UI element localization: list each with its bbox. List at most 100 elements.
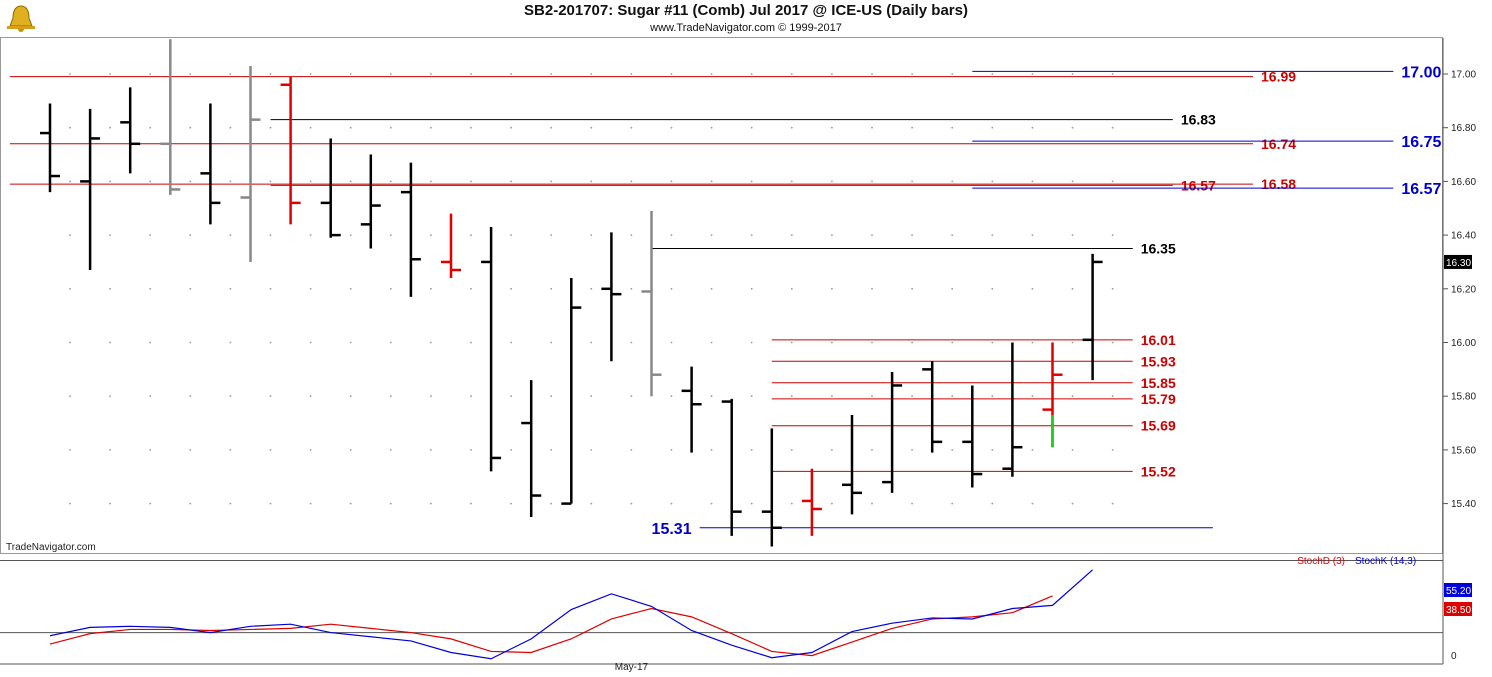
grid-dot — [590, 126, 593, 129]
grid-dot — [790, 449, 793, 451]
grid-dot — [510, 341, 512, 344]
grid-dot — [470, 180, 472, 183]
grid-dot — [550, 180, 553, 183]
grid-dot — [309, 449, 312, 451]
last-price-marker — [1444, 254, 1472, 269]
grid-dot — [1071, 73, 1074, 75]
grid-dot — [470, 449, 472, 451]
grid-dot — [871, 73, 873, 75]
grid-dot — [1071, 341, 1074, 344]
grid-dot — [430, 73, 432, 75]
grid-dot — [189, 126, 192, 129]
grid-dot — [911, 395, 913, 398]
stoch-d-legend: StochD (3) — [1297, 556, 1345, 567]
grid-dot — [470, 341, 472, 344]
grid-dot — [309, 502, 312, 505]
grid-dot — [790, 73, 793, 75]
grid-dot — [911, 449, 913, 451]
grid-dot — [510, 180, 512, 183]
grid-dot — [349, 449, 352, 451]
ohlc-bars — [40, 39, 1103, 547]
grid-dot — [69, 234, 71, 237]
grid-dot — [750, 449, 753, 451]
grid-dot — [550, 287, 553, 290]
grid-dot — [109, 73, 111, 75]
grid-dot — [991, 234, 994, 237]
grid-dot — [871, 395, 873, 398]
grid-dot — [951, 395, 954, 398]
grid-dot — [1111, 126, 1114, 129]
grid-dot — [389, 341, 392, 344]
y-axis-tick-label: 15.80 — [1451, 392, 1476, 403]
grid-dot — [590, 395, 593, 398]
grid-dot — [750, 126, 753, 129]
grid-dot — [69, 73, 71, 75]
grid-dot — [790, 126, 793, 129]
grid-dot — [269, 126, 272, 129]
grid-dot — [590, 234, 593, 237]
grid-dot — [269, 287, 272, 290]
grid-dot — [389, 449, 392, 451]
y-axis-tick-label: 16.20 — [1451, 284, 1476, 295]
grid-dot — [590, 341, 593, 344]
y-axis-tick-label: 17.00 — [1451, 70, 1476, 81]
grid-dot — [831, 180, 833, 183]
grid-dot — [670, 395, 673, 398]
grid-dot — [389, 502, 392, 505]
stoch-d-marker — [1444, 602, 1472, 616]
grid-dot — [149, 502, 152, 505]
grid-dot — [871, 502, 873, 505]
grid-dot — [510, 73, 512, 75]
grid-dot — [349, 234, 352, 237]
grid-dot — [269, 234, 272, 237]
grid-dot — [831, 341, 833, 344]
grid-dot — [750, 395, 753, 398]
grid-dot — [1071, 395, 1074, 398]
grid-dot — [670, 73, 673, 75]
grid-dot — [1111, 502, 1114, 505]
grid-dot — [1031, 234, 1034, 237]
grid-dot — [109, 287, 111, 290]
grid-dot — [349, 341, 352, 344]
grid-dot — [550, 341, 553, 344]
grid-dot — [430, 395, 432, 398]
grid-dot — [1031, 287, 1034, 290]
grid-dot — [831, 287, 833, 290]
grid-dot — [229, 341, 232, 344]
grid-dot — [229, 234, 232, 237]
grid-dot — [309, 287, 312, 290]
grid-dot — [790, 180, 793, 183]
grid-dot — [189, 395, 192, 398]
grid-dot — [269, 449, 272, 451]
grid-dot — [911, 234, 913, 237]
level-label: 16.83 — [1181, 112, 1216, 128]
grid-dot — [790, 341, 793, 344]
grid-dot — [831, 449, 833, 451]
level-label: 15.52 — [1141, 463, 1176, 479]
grid-dot — [951, 341, 954, 344]
grid-dot — [911, 180, 913, 183]
y-axis-tick-label: 16.80 — [1451, 123, 1476, 134]
grid-dot — [430, 126, 432, 129]
grid-dot — [149, 126, 152, 129]
grid-dot — [911, 502, 913, 505]
grid-dot — [951, 449, 954, 451]
grid-dot — [470, 73, 472, 75]
grid-dot — [550, 126, 553, 129]
grid-dot — [710, 395, 713, 398]
grid-dot — [1031, 395, 1034, 398]
grid-dot — [109, 180, 111, 183]
grid-dot — [349, 73, 352, 75]
grid-dot — [550, 234, 553, 237]
grid-dot — [430, 234, 432, 237]
grid-dot — [710, 341, 713, 344]
grid-dot — [871, 449, 873, 451]
grid-dot — [630, 449, 633, 451]
grid-dot — [1111, 395, 1114, 398]
grid-dot — [269, 395, 272, 398]
grid-dot — [550, 502, 553, 505]
grid-dot — [510, 502, 512, 505]
grid-dot — [991, 502, 994, 505]
grid-dot — [189, 73, 192, 75]
grid-dot — [69, 287, 71, 290]
